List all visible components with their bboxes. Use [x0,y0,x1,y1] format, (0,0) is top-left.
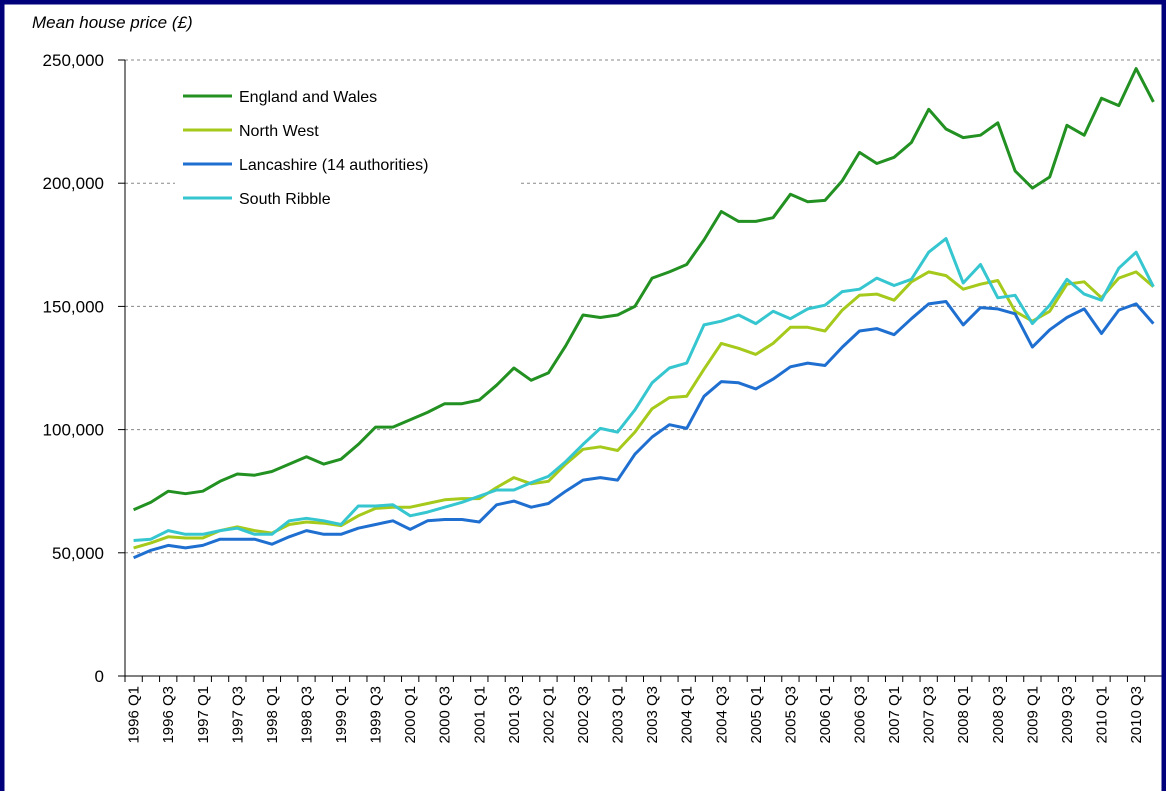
legend-label: Lancashire (14 authorities) [239,157,428,174]
x-tick-label: 1996 Q1 [126,686,143,744]
x-tick-label: 2007 Q3 [921,686,938,744]
data-line [133,67,1155,512]
x-tick-label: 2009 Q3 [1059,686,1076,744]
y-tick-label: 150,000 [43,297,104,316]
x-tick-label: 1997 Q1 [195,686,212,744]
legend-label: England and Wales [239,89,377,106]
y-tick-label: 0 [95,667,104,686]
grid: 0 50,000 100,000 150,000 200,000 250,000 1996 … [43,51,1163,744]
x-tick-label: 2003 Q3 [644,686,661,744]
legend-label: North West [239,123,319,140]
x-tick-label: 2004 Q1 [679,686,696,744]
plot [133,67,1155,560]
x-tick-label: 1996 Q3 [160,686,177,744]
x-tick-label: 1997 Q3 [229,686,246,744]
x-tick-label: 1999 Q3 [368,686,385,744]
x-tick-label: 2004 Q3 [713,686,730,744]
y-axis-title: Mean house price (£) [32,13,193,32]
legend: England and Wales North West Lancashire (1… [175,83,520,213]
data-line [133,237,1155,542]
legend-label: South Ribble [239,191,331,208]
x-tick-label: 2005 Q1 [748,686,765,744]
data-line [133,270,1155,550]
x-tick-label: 2007 Q1 [886,686,903,744]
y-tick-label: 100,000 [43,421,104,440]
y-tick-label: 250,000 [43,51,104,70]
x-tick-label: 2001 Q3 [506,686,523,744]
y-tick-label: 50,000 [52,544,104,563]
x-tick-label: 2000 Q1 [402,686,419,744]
x-tick-label: 2008 Q1 [955,686,972,744]
x-tick-label: 2010 Q1 [1094,686,1111,744]
x-tick-label: 2009 Q1 [1024,686,1041,744]
data-line [133,300,1155,560]
x-tick-label: 2002 Q1 [540,686,557,744]
x-tick-label: 2005 Q3 [782,686,799,744]
x-tick-label: 2010 Q3 [1128,686,1145,744]
x-tick-label: 2006 Q1 [817,686,834,744]
x-tick-label: 2008 Q3 [990,686,1007,744]
x-tick-label: 2001 Q1 [471,686,488,744]
x-tick-label: 1998 Q1 [264,686,281,744]
x-tick-label: 1999 Q1 [333,686,350,744]
legend-box [175,83,520,213]
y-tick-label: 200,000 [43,174,104,193]
x-tick-label: 2002 Q3 [575,686,592,744]
x-tick-label: 2000 Q3 [437,686,454,744]
x-tick-label: 1998 Q3 [298,686,315,744]
x-tick-label: 2006 Q3 [852,686,869,744]
x-tick-label: 2003 Q1 [610,686,627,744]
